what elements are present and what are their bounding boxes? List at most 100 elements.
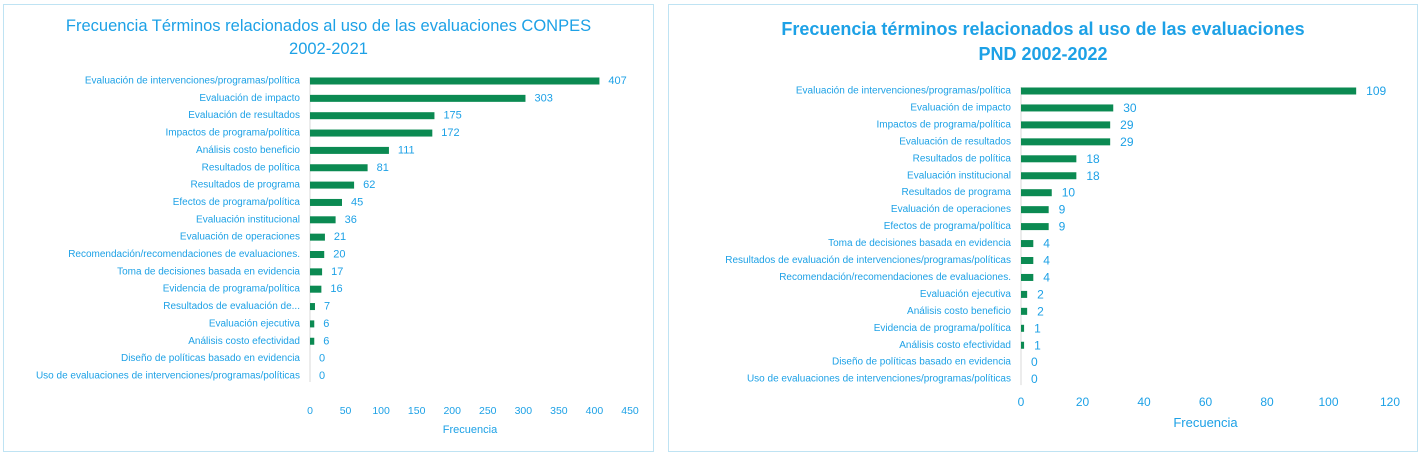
category-label: Evidencia de programa/política	[163, 284, 301, 295]
category-label: Análisis costo beneficio	[196, 145, 300, 156]
x-tick-label: 400	[586, 405, 604, 417]
category-label: Evaluación de intervenciones/programas/p…	[85, 76, 301, 87]
chart-title-line2: 2002-2021	[289, 40, 368, 58]
bar	[310, 129, 433, 137]
category-label: Toma de decisiones basada en evidencia	[828, 238, 1011, 249]
category-label: Evaluación de operaciones	[180, 232, 300, 243]
chart-title-line2: PND 2002-2022	[978, 44, 1108, 64]
data-label: 29	[1120, 135, 1134, 149]
data-label: 0	[1031, 355, 1038, 369]
x-tick-label: 300	[515, 405, 533, 417]
bar	[310, 181, 355, 189]
chart-title-pnd: Frecuencia términos relacionados al uso …	[669, 17, 1417, 67]
top-crop-strip	[0, 0, 1422, 4]
x-tick-label: 0	[1018, 395, 1025, 409]
category-label: Evaluación ejecutiva	[920, 289, 1012, 300]
x-tick-label: 350	[550, 405, 568, 417]
x-tick-label: 450	[621, 405, 639, 417]
data-label: 7	[324, 301, 330, 313]
category-label: Diseño de políticas basado en evidencia	[832, 357, 1011, 368]
category-label: Toma de decisiones basada en evidencia	[117, 266, 300, 277]
data-label: 0	[319, 353, 325, 365]
category-label: Efectos de programa/política	[173, 197, 301, 208]
chart-title-line1: Frecuencia Términos relacionados al uso …	[65, 17, 592, 35]
bar	[1021, 87, 1357, 95]
x-tick-label: 100	[372, 405, 390, 417]
bar	[1021, 223, 1049, 231]
category-label: Efectos de programa/política	[884, 221, 1012, 232]
data-label: 2	[1037, 304, 1044, 318]
data-label: 4	[1043, 270, 1050, 284]
bar	[1021, 189, 1052, 197]
chart-title-conpes: Frecuencia Términos relacionados al uso …	[4, 15, 653, 61]
x-tick-label: 150	[408, 405, 426, 417]
bar	[1021, 240, 1034, 248]
category-label: Evaluación de intervenciones/programas/p…	[796, 86, 1012, 97]
category-label: Evaluación institucional	[196, 214, 300, 225]
chart-panel-conpes: Frecuencia Términos relacionados al uso …	[3, 4, 654, 452]
x-tick-label: 120	[1380, 395, 1400, 409]
bar-chart-conpes: Evaluación de intervenciones/programas/p…	[36, 75, 639, 436]
bar	[1021, 172, 1077, 180]
x-axis-title: Frecuencia	[443, 424, 498, 436]
data-label: 1	[1034, 321, 1041, 335]
bar	[1021, 324, 1025, 332]
category-label: Recomendación/recomendaciones de evaluac…	[779, 272, 1011, 283]
bar	[1021, 155, 1077, 163]
bar	[310, 303, 315, 311]
data-label: 17	[331, 266, 343, 278]
x-tick-label: 60	[1199, 395, 1213, 409]
data-label: 0	[1031, 372, 1038, 386]
data-label: 4	[1043, 237, 1050, 251]
category-label: Evaluación de operaciones	[891, 204, 1011, 215]
x-tick-label: 80	[1260, 395, 1274, 409]
data-label: 30	[1123, 101, 1137, 115]
data-label: 2	[1037, 287, 1044, 301]
x-tick-label: 200	[443, 405, 461, 417]
category-label: Resultados de política	[913, 153, 1012, 164]
x-tick-label: 20	[1076, 395, 1090, 409]
bar	[310, 251, 325, 258]
bar-chart-pnd: Evaluación de intervenciones/programas/p…	[725, 84, 1400, 430]
bar	[310, 268, 323, 276]
category-label: Evidencia de programa/política	[874, 323, 1012, 334]
category-label: Resultados de política	[202, 162, 301, 173]
category-label: Impactos de programa/política	[876, 119, 1011, 130]
x-tick-label: 0	[307, 405, 313, 417]
data-label: 10	[1062, 186, 1076, 200]
data-label: 1	[1034, 338, 1041, 352]
bar	[310, 285, 322, 293]
bar	[310, 146, 389, 154]
category-label: Evaluación de impacto	[910, 102, 1011, 113]
category-label: Evaluación institucional	[907, 170, 1011, 181]
data-label: 4	[1043, 254, 1050, 268]
category-label: Evaluación ejecutiva	[209, 318, 301, 329]
x-tick-label: 100	[1318, 395, 1338, 409]
data-label: 18	[1086, 169, 1100, 183]
bar	[1021, 341, 1025, 349]
category-label: Impactos de programa/política	[165, 128, 300, 139]
bar	[310, 320, 315, 328]
category-label: Uso de evaluaciones de intervenciones/pr…	[747, 374, 1011, 385]
data-label: 9	[1059, 203, 1066, 217]
category-label: Resultados de evaluación de intervencion…	[725, 255, 1011, 266]
category-label: Análisis costo efectividad	[899, 340, 1011, 351]
bar	[1021, 257, 1034, 264]
category-label: Evaluación de resultados	[899, 136, 1011, 147]
bar	[310, 77, 600, 85]
bar	[310, 112, 435, 120]
category-label: Análisis costo beneficio	[907, 306, 1011, 317]
bar	[310, 216, 336, 224]
bar	[310, 233, 325, 241]
data-label: 62	[363, 179, 375, 191]
bar	[310, 94, 526, 102]
data-label: 0	[319, 370, 325, 382]
data-label: 407	[608, 75, 626, 87]
chart-title-line1: Frecuencia términos relacionados al uso …	[781, 19, 1305, 39]
x-tick-label: 50	[340, 405, 352, 417]
x-axis-title: Frecuencia	[1173, 415, 1238, 430]
category-label: Resultados de programa	[190, 180, 300, 191]
bar	[1021, 121, 1111, 129]
bar	[1021, 138, 1111, 146]
bar	[1021, 307, 1028, 315]
